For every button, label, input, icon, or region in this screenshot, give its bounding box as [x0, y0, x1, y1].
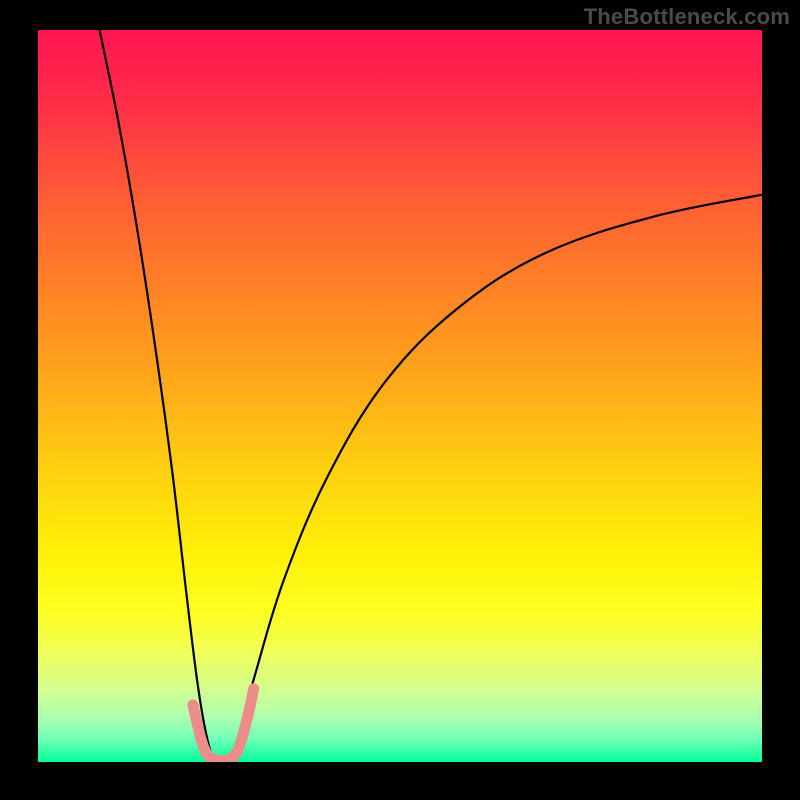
watermark-text: TheBottleneck.com	[584, 4, 790, 30]
bottom-marker	[193, 689, 254, 761]
bottleneck-curve	[100, 30, 762, 762]
bottleneck-curve-svg	[38, 30, 762, 762]
plot-area	[38, 30, 762, 762]
chart-stage: TheBottleneck.com	[0, 0, 800, 800]
